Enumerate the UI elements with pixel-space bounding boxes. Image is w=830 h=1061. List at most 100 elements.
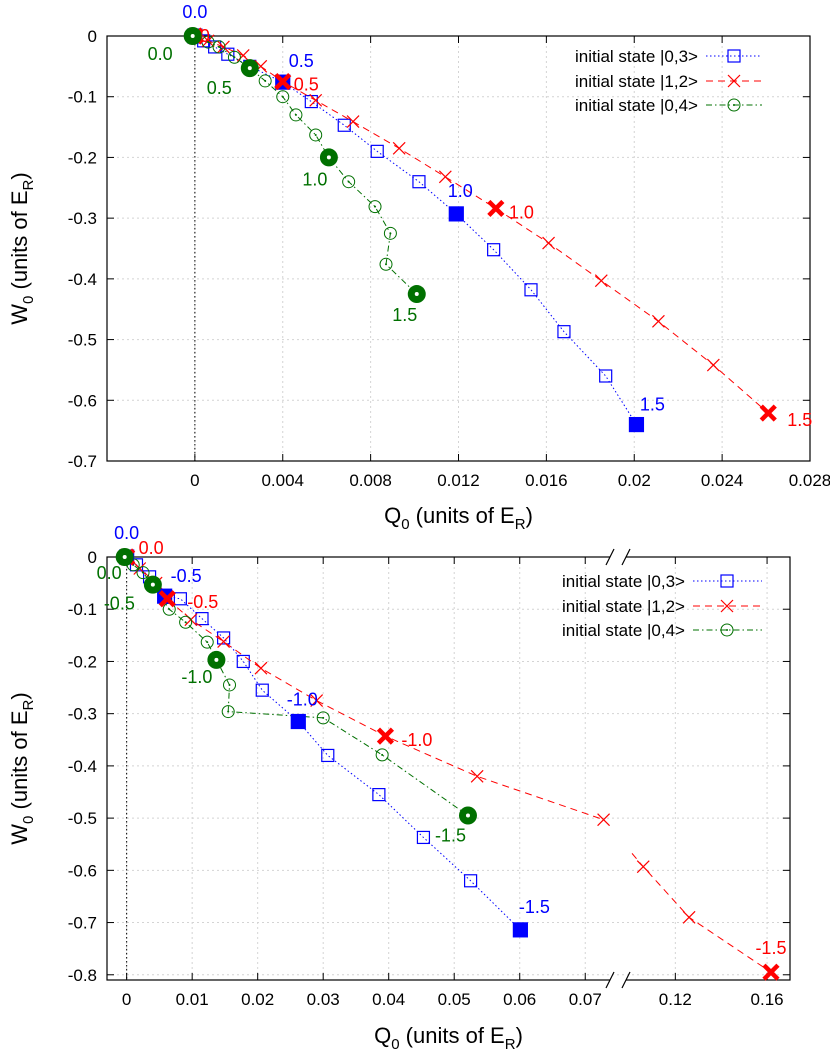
highlight-point-stroke	[376, 727, 395, 745]
y-axis-label-part: )	[7, 172, 32, 179]
data-point-dot	[347, 180, 350, 183]
data-point-ring	[179, 615, 193, 629]
data-point	[258, 74, 272, 88]
top-chart: 0 0.004 0.008 0.012 0.016 0.02 0.024 0.028 0 -0.1…	[7, 2, 830, 533]
data-point-stroke	[309, 93, 323, 107]
series-line-0	[126, 556, 521, 931]
highlight-point-dot	[150, 582, 155, 587]
y-axis-label-part: W	[7, 824, 32, 845]
time-label: -0.5	[104, 594, 135, 614]
highlight-point	[115, 548, 134, 566]
highlight-point	[207, 650, 226, 669]
data-point	[706, 358, 720, 372]
data-point-stroke	[201, 34, 215, 48]
data-point-dot	[233, 56, 236, 59]
highlight-point	[458, 806, 477, 825]
highlight-point-dot	[414, 292, 419, 297]
highlight-point	[407, 285, 426, 304]
data-point-dot	[314, 133, 317, 136]
data-point	[337, 118, 351, 132]
data-point-stroke	[346, 115, 360, 129]
time-label: -1.0	[287, 690, 318, 710]
data-point-stroke	[254, 661, 268, 675]
legend-label: initial state |0,4>	[575, 96, 698, 115]
data-point-stroke	[310, 694, 324, 708]
data-point-stroke	[217, 40, 230, 54]
x-tick-label: 0.004	[261, 471, 304, 490]
time-label: -1.0	[181, 667, 212, 687]
data-point	[195, 612, 209, 626]
data-point-ring	[221, 705, 235, 719]
x-axis-label-part: Q	[384, 503, 401, 528]
data-point-dot	[294, 113, 297, 116]
x-tick-label: 0.05	[438, 990, 471, 1009]
data-point-ring	[316, 711, 330, 725]
highlight-point-stroke	[158, 590, 176, 608]
legend-marker	[727, 74, 741, 88]
data-point-stroke	[217, 635, 231, 649]
legend-label: initial state |0,3>	[575, 47, 698, 66]
highlight-point-stroke	[274, 72, 292, 91]
data-point-stroke	[651, 314, 665, 328]
data-point	[208, 40, 222, 54]
data-point-stroke	[542, 236, 555, 250]
data-point-dot	[168, 608, 171, 611]
time-label: -1.5	[519, 897, 550, 917]
highlight-point	[158, 590, 176, 608]
data-point	[223, 678, 237, 692]
highlight-point-dot	[122, 555, 127, 559]
y-axis-label-part: R	[20, 179, 37, 190]
data-point	[212, 40, 226, 54]
data-point-ring	[383, 226, 397, 240]
data-point	[412, 175, 426, 189]
data-point-dot	[281, 95, 284, 98]
data-point-stroke	[133, 562, 147, 575]
data-point	[289, 108, 303, 122]
axis-break-gap	[610, 555, 626, 559]
y-tick-label: -0.6	[68, 391, 97, 410]
y-tick-label: -0.5	[68, 809, 97, 828]
data-point-dot	[207, 41, 210, 44]
y-axis-label-part: (units of E	[7, 190, 32, 295]
data-point	[392, 141, 406, 155]
highlight-point-stroke	[762, 963, 780, 981]
highlight-point-dot	[190, 34, 195, 38]
data-point	[221, 47, 235, 61]
y-tick-label: -0.5	[68, 331, 97, 350]
data-point-dot	[322, 716, 325, 719]
highlight-point	[759, 404, 777, 422]
x-axis-label-part: Q	[374, 1023, 391, 1048]
data-point	[383, 226, 397, 240]
time-label: -1.5	[755, 938, 786, 958]
data-point-ring	[368, 200, 382, 214]
data-point	[438, 170, 452, 184]
x-tick-label: 0.02	[241, 990, 274, 1009]
data-point	[599, 369, 613, 383]
data-point	[368, 200, 382, 214]
highlight-point	[487, 199, 505, 218]
time-label: -1.5	[435, 826, 466, 846]
data-point	[463, 874, 478, 888]
legend-marker-dot	[726, 629, 728, 631]
legend-marker-stroke	[727, 74, 741, 88]
data-point	[236, 49, 250, 62]
data-point	[201, 34, 215, 48]
highlight-point	[512, 922, 528, 938]
data-point	[370, 144, 384, 158]
y-axis-label-part: (units of E	[7, 710, 32, 815]
data-point	[310, 694, 324, 708]
x-axis-label: Q0 (units of ER)	[374, 1023, 523, 1053]
y-axis-label-part: W	[7, 304, 32, 325]
time-label: 0.5	[207, 78, 232, 98]
time-label: 0.0	[97, 563, 122, 583]
x-tick-label: 0	[190, 471, 199, 490]
y-axis-label: W0 (units of ER)	[7, 692, 37, 844]
y-axis-label-part: )	[7, 692, 32, 699]
y-tick-label: -0.7	[68, 914, 97, 933]
legend-marker-ring	[727, 98, 741, 112]
x-tick-label: 0.04	[372, 990, 405, 1009]
time-label: 1.5	[392, 305, 417, 325]
highlight-point	[240, 59, 259, 78]
